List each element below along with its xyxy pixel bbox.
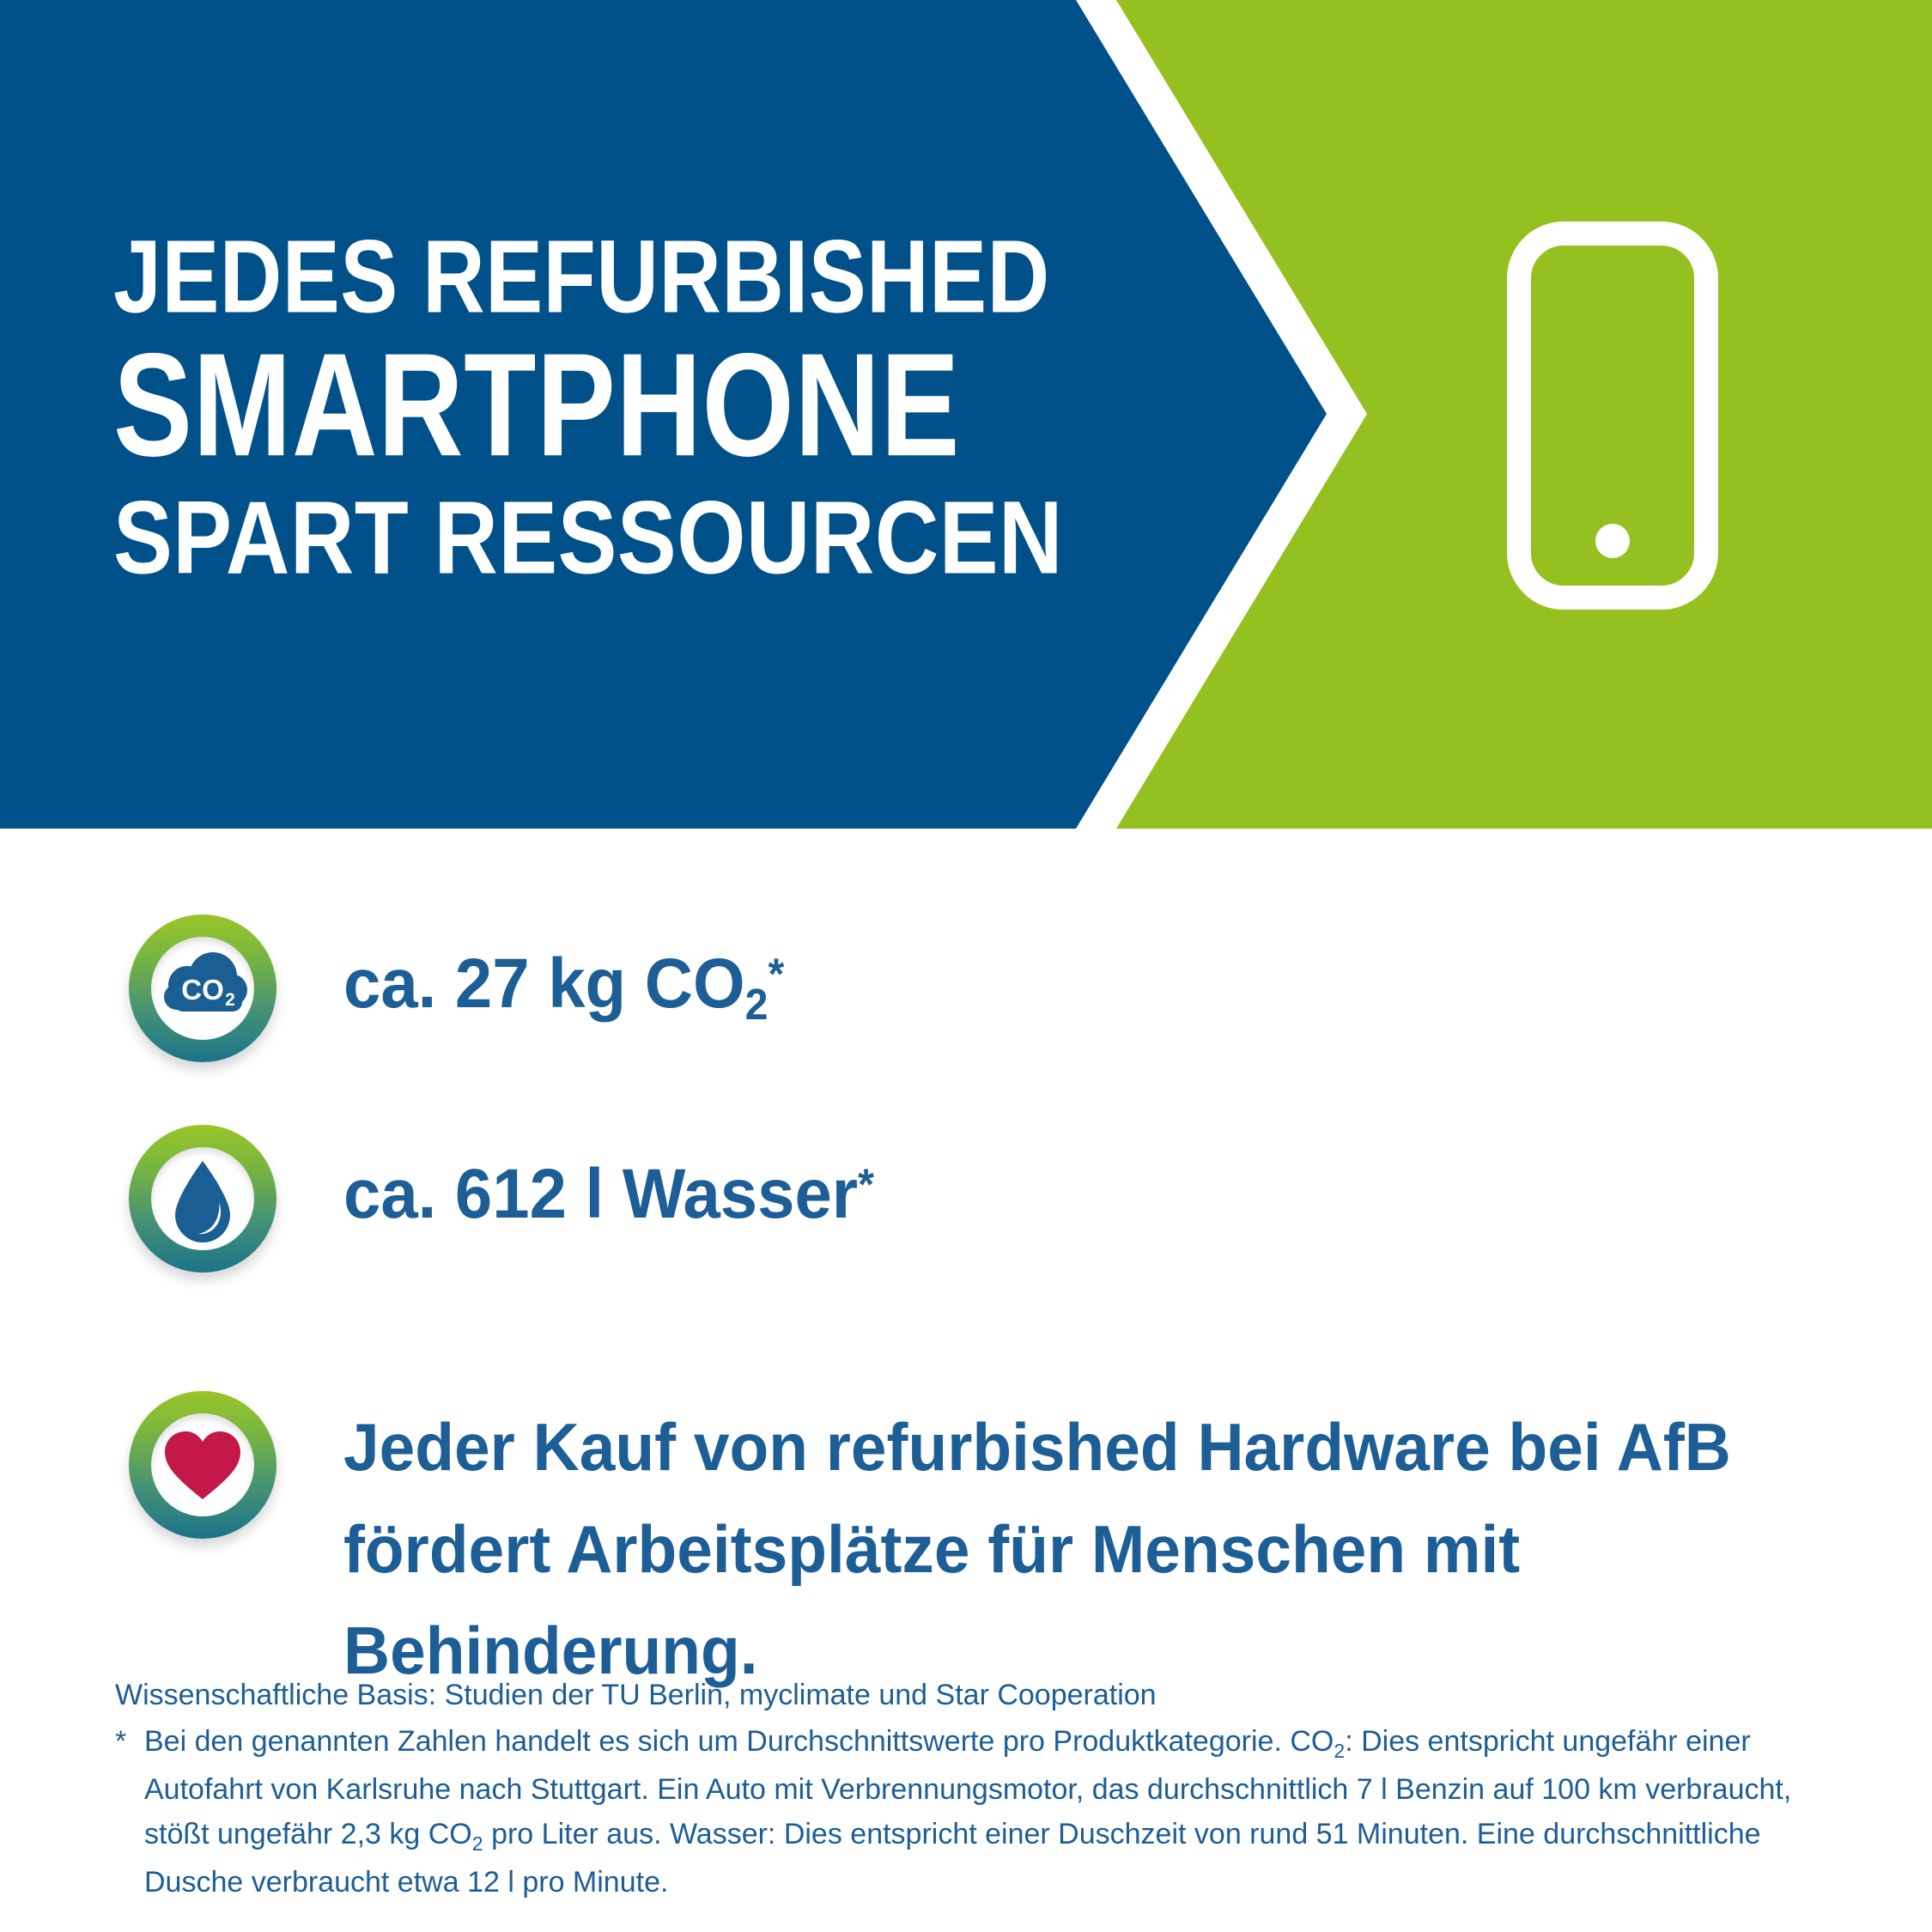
footnote-asterisk-body: Bei den genannten Zahlen handelt es sich… bbox=[144, 1719, 1850, 1905]
headline-line-3: SPART RESSOURCEN bbox=[113, 478, 1064, 596]
fact-label-social: Jeder Kauf von refurbished Hardware bei … bbox=[343, 1409, 1731, 1689]
fact-row-co2: CO 2 ca. 27 kg CO2* bbox=[0, 914, 1932, 1062]
fact-co2-prefix: ca. 27 kg CO bbox=[343, 945, 745, 1023]
smartphone-icon bbox=[1507, 222, 1718, 610]
fact-row-social: Jeder Kauf von refurbished Hardware bei … bbox=[0, 1391, 1932, 1702]
water-drop-icon bbox=[129, 1125, 276, 1273]
header-blue-arrow-shape bbox=[0, 0, 1327, 829]
svg-text:CO: CO bbox=[181, 974, 224, 1005]
heart-icon bbox=[129, 1391, 276, 1539]
footnote-part-2: : Dies entspricht ungefähr einer Autofah… bbox=[144, 1725, 1792, 1851]
footnotes-block: Wissenschaftliche Basis: Studien der TU … bbox=[115, 1673, 1850, 1905]
footnote-part-3: pro Liter aus. Wasser: Dies entspricht e… bbox=[144, 1818, 1761, 1899]
headline-line-1: JEDES REFURBISHED bbox=[113, 217, 1050, 335]
svg-text:2: 2 bbox=[225, 990, 235, 1010]
footnote-scientific-basis: Wissenschaftliche Basis: Studien der TU … bbox=[115, 1679, 1157, 1711]
footnote-part-1: Bei den genannten Zahlen handelt es sich… bbox=[144, 1725, 1334, 1759]
fact-co2-subscript: 2 bbox=[744, 980, 769, 1030]
footnote-asterisk: * Bei den genannten Zahlen handelt es si… bbox=[115, 1719, 1850, 1905]
footnote-subscript-2: 2 bbox=[471, 1832, 483, 1856]
footnote-subscript-1: 2 bbox=[1334, 1740, 1346, 1763]
co2-cloud-icon: CO 2 bbox=[129, 914, 276, 1062]
fact-co2-footnote-marker: * bbox=[768, 949, 785, 999]
fact-water-text: ca. 612 l Wasser bbox=[343, 1155, 859, 1233]
fact-row-water: ca. 612 l Wasser* bbox=[0, 1125, 1932, 1273]
headline-line-2: SMARTPHONE bbox=[113, 322, 960, 487]
fact-label-water: ca. 612 l Wasser* bbox=[343, 1125, 874, 1230]
page-title: JEDES REFURBISHED SMARTPHONE SPART RESSO… bbox=[113, 224, 1075, 589]
fact-label-co2: ca. 27 kg CO2* bbox=[343, 914, 784, 1027]
footnote-asterisk-marker: * bbox=[115, 1725, 127, 1759]
fact-water-footnote-marker: * bbox=[858, 1159, 874, 1209]
header-band: JEDES REFURBISHED SMARTPHONE SPART RESSO… bbox=[0, 0, 1932, 829]
